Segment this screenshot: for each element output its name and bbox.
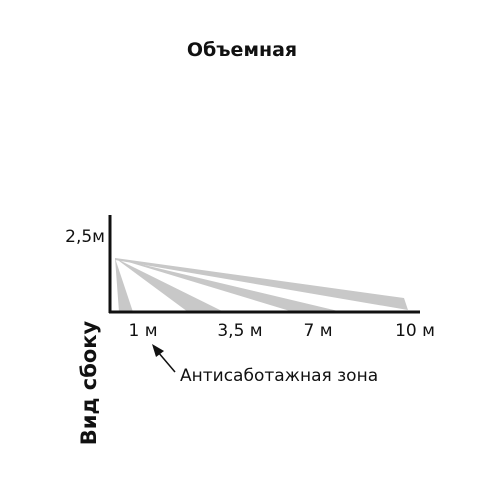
beam — [115, 258, 224, 312]
height-label: 2,5м — [65, 227, 105, 247]
distance-label: 7 м — [303, 321, 332, 341]
detection-beams — [115, 258, 408, 312]
beam — [115, 258, 408, 310]
side-label: Вид сбоку — [77, 320, 101, 445]
arrow — [152, 344, 176, 373]
distance-label: 1 м — [128, 321, 157, 341]
distance-label: 3,5 м — [217, 321, 262, 341]
beam — [115, 258, 338, 311]
title: Объемная — [187, 39, 297, 61]
annotation: Антисаботажная зона — [180, 366, 378, 386]
distance-label: 10 м — [395, 321, 435, 341]
beam — [115, 258, 133, 312]
